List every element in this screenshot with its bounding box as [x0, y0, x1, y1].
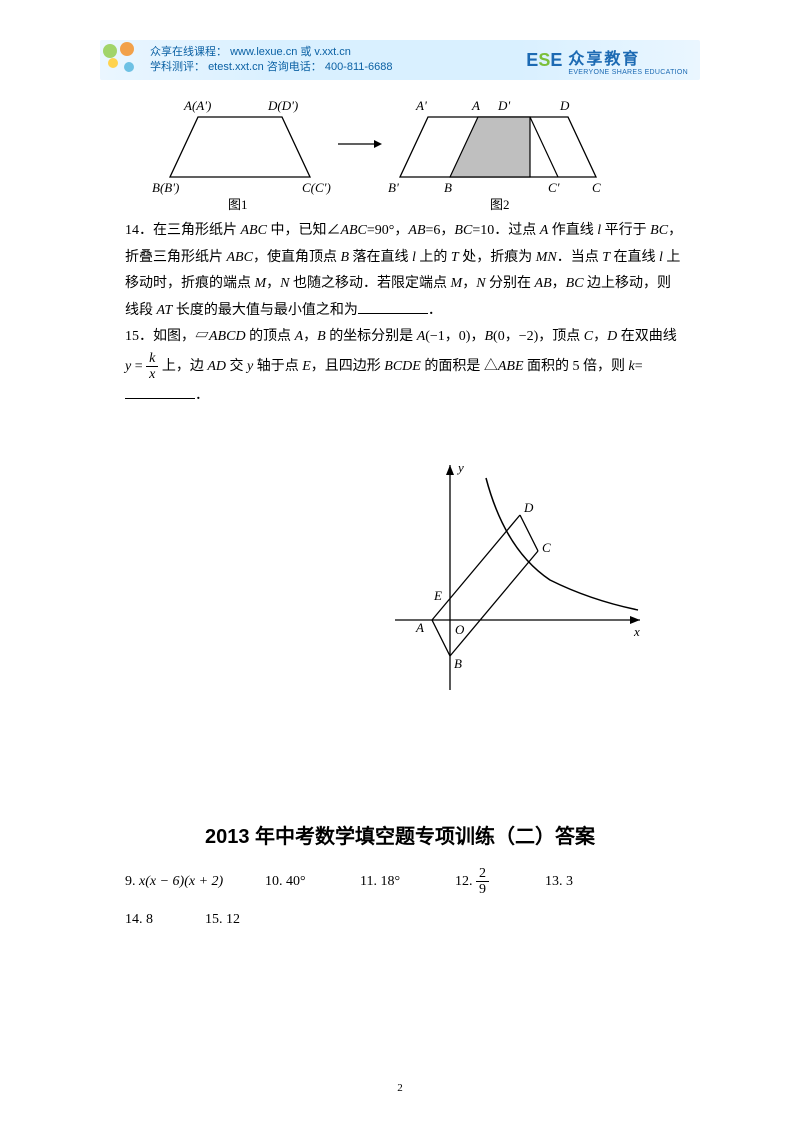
banner-text: 众享在线课程： www.lexue.cn 或 v.xxt.cn 学科测评： et…	[150, 45, 393, 75]
question-content: 14．在三角形纸片 ABC 中，已知∠ABC=90°，AB=6，BC=10．过点…	[125, 218, 685, 409]
answer-cell: 13. 3	[545, 865, 605, 899]
graph-y-label: y	[458, 460, 464, 476]
fig2-label-C: C	[592, 180, 601, 196]
fig1-label-D: D(D')	[268, 98, 298, 114]
answer-cell: 10. 40°	[265, 865, 360, 899]
answer-cell: 11. 18°	[360, 865, 455, 899]
banner-phone-label: 咨询电话：	[267, 61, 322, 73]
q15-blank[interactable]	[125, 384, 195, 399]
banner-line1-label: 众享在线课程：	[150, 46, 227, 58]
banner-brand: ESE 众享教育 EVERYONE SHARES EDUCATION	[526, 45, 688, 76]
fig1-label-C: C(C')	[302, 180, 331, 196]
graph-B: B	[454, 656, 462, 672]
q15-number: 15．	[125, 329, 153, 344]
fig2-label-D2: D'	[498, 98, 510, 114]
answers-heading: 2013 年中考数学填空题专项训练（二）答案	[0, 820, 800, 849]
q14-blank[interactable]	[358, 299, 428, 314]
answers-block: 9. x(x − 6)(x + 2)10. 40°11. 18°12. 2913…	[125, 865, 685, 940]
page: 众享在线课程： www.lexue.cn 或 v.xxt.cn 学科测评： et…	[0, 0, 800, 1132]
banner-phone: 400-811-6688	[325, 61, 393, 73]
fig2-label-D: D	[560, 98, 569, 114]
answers-row: 14. 815. 12	[125, 903, 685, 937]
fig2-label-B: B	[444, 180, 452, 196]
fig2-label-C2: C'	[548, 180, 559, 196]
fig2-label-A2: A'	[416, 98, 427, 114]
answer-cell: 15. 12	[205, 903, 285, 937]
fig2-label-B2: B'	[388, 180, 399, 196]
answer-cell: 12. 29	[455, 865, 545, 899]
banner-line2-label: 学科测评：	[150, 61, 205, 73]
answers-row: 9. x(x − 6)(x + 2)10. 40°11. 18°12. 2913…	[125, 865, 685, 899]
hyperbola-graph: y x O A B C D E	[390, 460, 650, 700]
answer-cell: 14. 8	[125, 903, 205, 937]
q14-number: 14．	[125, 223, 153, 238]
trapezoid-figures: A(A') D(D') B(B') C(C') 图1 A' A D' D B' …	[160, 96, 640, 211]
banner-line2-link[interactable]: etest.xxt.cn	[208, 61, 264, 73]
graph-C: C	[542, 540, 551, 556]
graph-D: D	[524, 500, 533, 516]
fig1-label-A: A(A')	[184, 98, 211, 114]
banner-decoration	[100, 40, 144, 80]
fig1-label-B: B(B')	[152, 180, 179, 196]
fig2-label-A: A	[472, 98, 480, 114]
graph-E: E	[434, 588, 442, 604]
brand-logo: ESE	[526, 50, 562, 71]
fig1-caption: 图1	[228, 194, 248, 213]
brand-sub: EVERYONE SHARES EDUCATION	[568, 69, 688, 76]
page-number: 2	[0, 1082, 800, 1094]
graph-A: A	[416, 620, 424, 636]
fig2-inner	[450, 117, 530, 177]
question-15: 15．如图，▱ABCD 的顶点 A，B 的坐标分别是 A(−1，0)，B(0，−…	[125, 324, 685, 409]
fig2-caption: 图2	[490, 194, 510, 213]
graph-O: O	[455, 622, 464, 638]
banner-line1-link[interactable]: www.lexue.cn 或 v.xxt.cn	[230, 46, 351, 58]
brand-cn: 众享教育	[568, 51, 640, 68]
question-14: 14．在三角形纸片 ABC 中，已知∠ABC=90°，AB=6，BC=10．过点…	[125, 218, 685, 324]
header-banner: 众享在线课程： www.lexue.cn 或 v.xxt.cn 学科测评： et…	[100, 40, 700, 80]
fig1-trapezoid	[170, 117, 310, 177]
answer-cell: 9. x(x − 6)(x + 2)	[125, 865, 265, 899]
fraction-k-over-x: kx	[146, 351, 158, 383]
graph-x-label: x	[634, 624, 640, 640]
